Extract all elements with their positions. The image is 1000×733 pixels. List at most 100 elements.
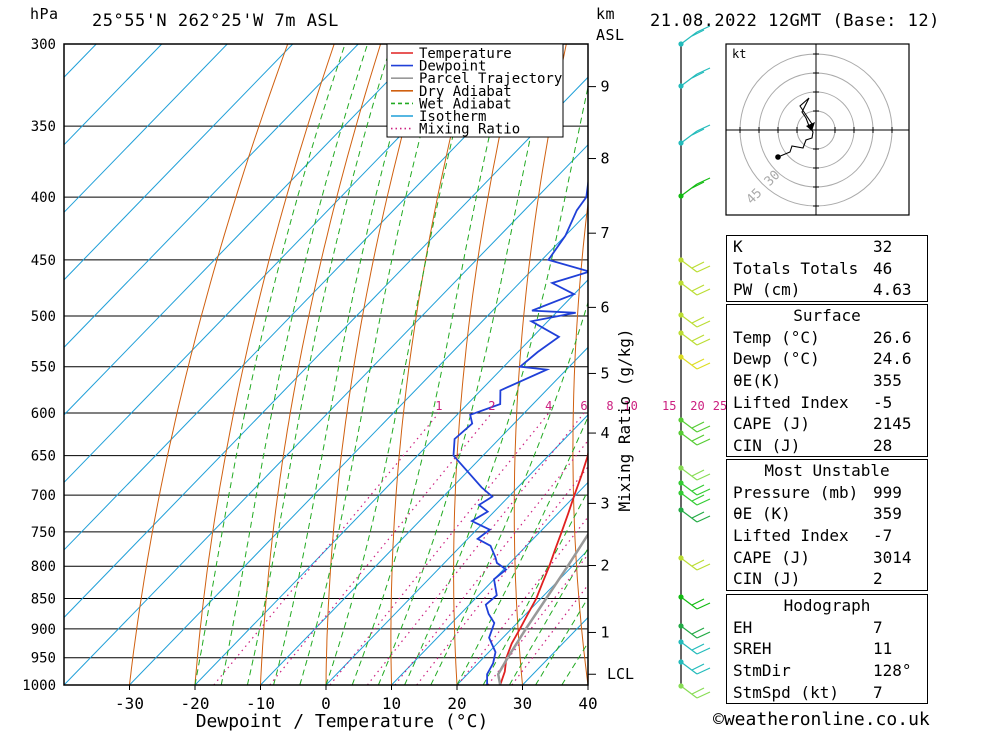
wind-barb-flag — [691, 559, 705, 567]
isotherm-line — [64, 44, 490, 484]
wind-barb-staff — [680, 282, 698, 296]
km-tick-label: 1 — [600, 623, 609, 641]
wind-barb-flag — [691, 598, 705, 606]
wet-adiabat-line — [194, 44, 346, 685]
km-tick-label: 5 — [600, 364, 609, 382]
wind-barb-flag — [696, 25, 711, 33]
surface-row: θE(K) 355 — [733, 371, 902, 391]
isotherm-line — [64, 76, 588, 619]
isotherm-line — [129, 211, 588, 685]
pressure-tick-label: 1000 — [22, 678, 56, 694]
wind-barb-flag — [691, 627, 705, 635]
wind-barb-flag — [691, 261, 705, 269]
wind-barb-staff — [680, 625, 698, 639]
km-tick-label: 8 — [600, 150, 609, 168]
km-tick-label: 2 — [600, 557, 609, 575]
pressure-tick-label: 550 — [31, 360, 56, 376]
footer-site-link[interactable]: weatheronline.co.uk — [723, 709, 930, 730]
wind-barb-flag — [691, 421, 705, 429]
parcel-trajectory-line — [496, 532, 588, 685]
wind-barb-flag — [696, 667, 711, 675]
wind-barb-staff — [680, 432, 698, 446]
wind-barb — [678, 683, 711, 699]
wind-barb-staff — [680, 183, 698, 197]
wind-barb-staff — [680, 467, 698, 481]
wind-barb — [678, 67, 711, 89]
wind-barb — [678, 280, 711, 296]
wind-barb — [678, 312, 711, 328]
pressure-tick-label: 950 — [31, 651, 56, 667]
mixing-ratio-label: 20 — [690, 399, 704, 413]
isotherm-line — [325, 414, 588, 685]
dry-adiabat-line — [685, 44, 719, 685]
wind-barb-flag — [696, 67, 711, 75]
index-row-totals: Totals Totals 46 — [733, 258, 893, 278]
wind-barb-flag — [691, 469, 705, 477]
isotherm-line — [64, 144, 588, 685]
index-row-pw: PW (cm) 4.63 — [733, 280, 912, 300]
legend-entry: Dry Adiabat — [419, 84, 512, 100]
most-unstable-title: Most Unstable — [764, 461, 890, 481]
isotherm-line — [64, 44, 359, 349]
index-row-k: K 32 — [733, 237, 893, 257]
surface-row: Dewp (°C) 24.6 — [733, 349, 912, 369]
wind-barb-flag — [696, 498, 711, 506]
mixing-ratio-label: 25 — [713, 399, 727, 413]
most-unstable-row: Lifted Index -7 — [733, 526, 893, 546]
dry-adiabat-line — [984, 44, 1000, 685]
pressure-tick-label: 500 — [31, 309, 56, 325]
legend-entry: Dewpoint — [419, 59, 486, 75]
wind-barb-staff — [680, 356, 698, 370]
legend-box — [386, 43, 564, 138]
hodograph-table: Hodograph EH 7 SREH 11 StmDir 128° StmSpd (… — [726, 594, 928, 704]
mixing-ratio-label: 15 — [662, 399, 676, 413]
surface-table: Surface Temp (°C) 26.6 Dewp (°C) 24.6 θE(K… — [726, 304, 928, 458]
pressure-tick-label: 600 — [31, 406, 56, 422]
wind-barb-flag — [691, 128, 705, 136]
wind-barb — [678, 465, 711, 481]
x-tick-label: -10 — [246, 694, 275, 713]
most-unstable-table: Most Unstable Pressure (mb) 999 θE (K) 359… — [726, 459, 928, 591]
mixing-ratio-label: 6 — [580, 399, 587, 413]
wind-barb — [678, 257, 711, 273]
surface-title: Surface — [793, 306, 861, 326]
wind-barb-flag — [696, 177, 711, 185]
wind-barb-flag — [696, 320, 711, 328]
mixing-ratio-line — [213, 412, 440, 685]
wind-barb — [678, 417, 711, 433]
isotherm-line — [64, 44, 556, 551]
wind-barb-flag — [696, 691, 711, 699]
indices-table: K 32 Totals Totals 46 PW (cm) 4.63 — [726, 235, 928, 302]
dewpoint-line — [452, 177, 588, 685]
surface-row: CIN (J) 28 — [733, 435, 893, 455]
temperature-line — [499, 449, 588, 685]
isotherm-line — [64, 44, 228, 214]
hodograph-unit-label: kt — [732, 47, 746, 61]
wind-barb — [678, 330, 711, 346]
pressure-unit-label: hPa — [30, 5, 59, 23]
x-tick-label: 10 — [382, 694, 401, 713]
height-ref-label: ASL — [596, 26, 625, 44]
wind-barb-flag — [691, 687, 705, 695]
wind-barb-flag — [691, 511, 705, 519]
wind-barb-flag — [691, 29, 705, 37]
dry-adiabat-line — [390, 44, 474, 685]
wind-barb — [678, 177, 711, 199]
x-axis-label: Dewpoint / Temperature (°C) — [196, 711, 489, 732]
surface-row: CAPE (J) 2145 — [733, 414, 912, 434]
legend-entry: Isotherm — [419, 109, 486, 125]
wind-barb — [678, 124, 711, 146]
hodograph-storm-marker — [806, 122, 815, 131]
wet-adiabat-line — [299, 44, 446, 685]
mixing-ratio-axis-label: Mixing Ratio (g/kg) — [615, 328, 634, 511]
wind-barb-staff — [680, 509, 698, 523]
dry-adiabat-line — [453, 44, 521, 685]
x-tick-label: 40 — [578, 694, 597, 713]
wind-barb-flag — [691, 71, 705, 79]
mixing-ratio-line — [394, 439, 588, 685]
wet-adiabat-line — [246, 44, 392, 685]
dry-adiabat-line — [630, 44, 659, 685]
wind-barb-flag — [696, 563, 711, 571]
wind-barb — [678, 639, 711, 655]
